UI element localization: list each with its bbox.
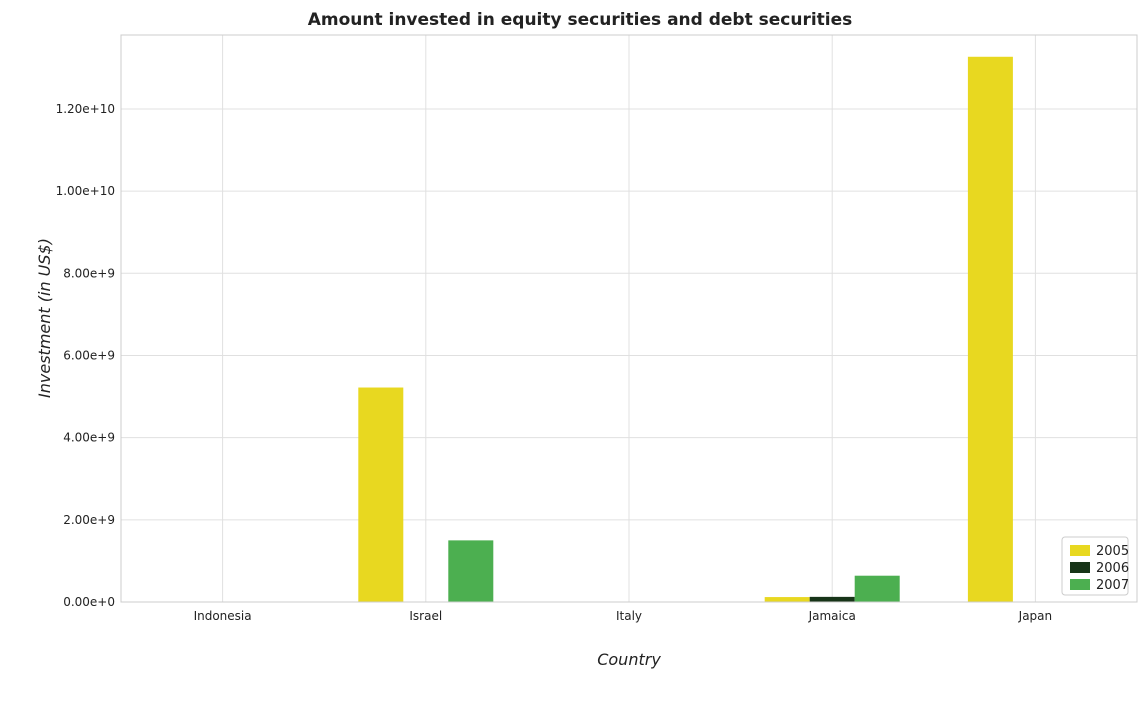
bar-2006-jamaica: [809, 596, 855, 602]
y-tick-label: 1.00e+10: [56, 184, 115, 198]
bar-2007-jamaica: [854, 575, 900, 602]
x-tick-label: Jamaica: [808, 609, 856, 623]
y-tick-label: 0.00e+0: [63, 595, 115, 609]
y-tick-label: 1.20e+10: [56, 102, 115, 116]
plot-frame: [120, 34, 1138, 603]
legend: 2005 2006 2007: [1061, 536, 1129, 596]
chart-title: Amount invested in equity securities and…: [308, 10, 853, 30]
bar-2005-japan: [967, 56, 1013, 603]
x-tick-label: Italy: [616, 609, 642, 623]
x-tick-label: Japan: [1018, 609, 1052, 623]
legend-label-2007: 2007: [1096, 578, 1129, 593]
x-tick-labels: Indonesia Israel Italy Jamaica Japan: [194, 609, 1053, 623]
bar-2005-jamaica: [764, 597, 810, 602]
bars: [358, 56, 1013, 603]
legend-swatch-2007: [1070, 579, 1090, 590]
legend-swatch-2006: [1070, 562, 1090, 573]
x-axis-label: Country: [597, 650, 661, 669]
x-tick-label: Israel: [409, 609, 442, 623]
bar-2007-israel: [448, 540, 494, 602]
legend-label-2006: 2006: [1096, 561, 1129, 576]
legend-swatch-2005: [1070, 545, 1090, 556]
y-tick-labels: 0.00e+0 2.00e+9 4.00e+9 6.00e+9 8.00e+9 1.00e…: [56, 102, 115, 609]
y-tick-label: 2.00e+9: [63, 513, 115, 527]
x-tick-label: Indonesia: [194, 609, 252, 623]
y-tick-label: 8.00e+9: [63, 266, 115, 280]
y-axis-label: Investment (in US$): [35, 238, 54, 398]
grid: [121, 35, 1137, 603]
legend-label-2005: 2005: [1096, 544, 1129, 559]
bar-2005-israel: [358, 387, 404, 602]
y-tick-label: 6.00e+9: [63, 348, 115, 362]
y-tick-label: 4.00e+9: [63, 431, 115, 445]
